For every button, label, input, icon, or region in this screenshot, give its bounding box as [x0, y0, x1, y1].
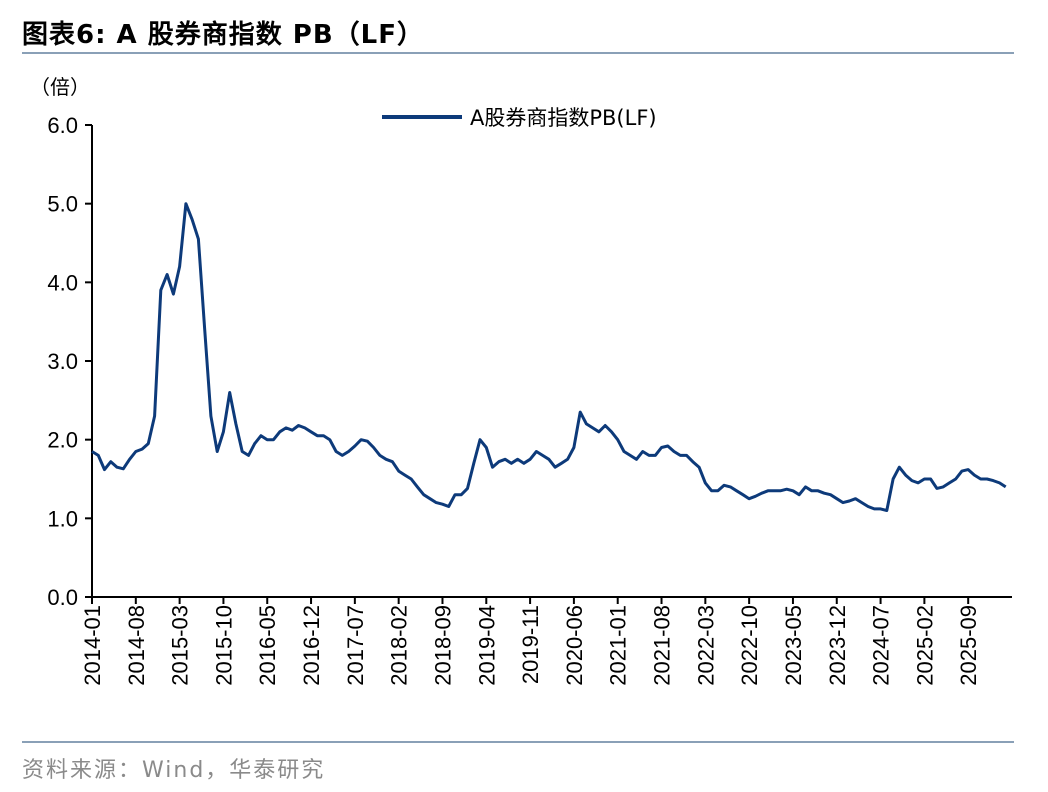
y-tick-label: 4.0: [47, 270, 78, 295]
x-tick-label: 2022-03: [693, 605, 718, 686]
x-tick-label: 2025-09: [956, 605, 981, 686]
y-tick-label: 3.0: [47, 349, 78, 374]
x-tick-label: 2021-08: [650, 605, 675, 686]
header-rule: [22, 52, 1014, 54]
x-tick-label: 2020-06: [562, 605, 587, 686]
x-tick-label: 2018-02: [387, 605, 412, 686]
x-tick-label: 2016-12: [299, 605, 324, 686]
x-tick-label: 2021-01: [606, 605, 631, 686]
chart-legend: A股券商指数PB(LF): [382, 106, 657, 130]
x-tick-label: 2023-05: [781, 605, 806, 686]
y-axis: 0.0 1.0 2.0 3.0 4.0 5.0 6.0: [47, 113, 93, 610]
y-tick-label: 5.0: [47, 192, 78, 217]
source-note: 资料来源：Wind，华泰研究: [22, 758, 326, 783]
x-tick-label: 2019-11: [518, 605, 543, 684]
x-tick-label: 2016-05: [255, 605, 280, 686]
y-tick-label: 1.0: [47, 506, 78, 531]
x-tick-label: 2018-09: [430, 605, 455, 686]
x-tick-label: 2022-10: [737, 605, 762, 686]
x-tick-label: 2023-12: [825, 605, 850, 686]
footer-rule: [22, 741, 1014, 743]
series-line-pb: [91, 202, 1007, 512]
y-tick-label: 0.0: [47, 585, 78, 610]
x-axis: 2014-01 2014-08 2015-03 2015-10 2016-05 2016-…: [80, 596, 1012, 686]
x-tick-label: 2014-01: [80, 605, 105, 686]
y-tick-label: 2.0: [47, 428, 78, 453]
x-tick-label: 2025-02: [912, 605, 937, 686]
x-tick-label: 2014-08: [124, 605, 149, 686]
x-tick-label: 2017-07: [343, 605, 368, 686]
x-tick-label: 2024-07: [869, 605, 894, 686]
legend-label: A股券商指数PB(LF): [470, 106, 657, 130]
y-unit-label: （倍）: [30, 75, 90, 99]
x-tick-label: 2015-03: [168, 605, 193, 686]
x-tick-label: 2015-10: [211, 605, 236, 686]
x-tick-label: 2019-04: [474, 605, 499, 686]
page-title: 图表6: A 股券商指数 PB（LF）: [22, 20, 424, 50]
y-tick-label: 6.0: [47, 113, 78, 138]
